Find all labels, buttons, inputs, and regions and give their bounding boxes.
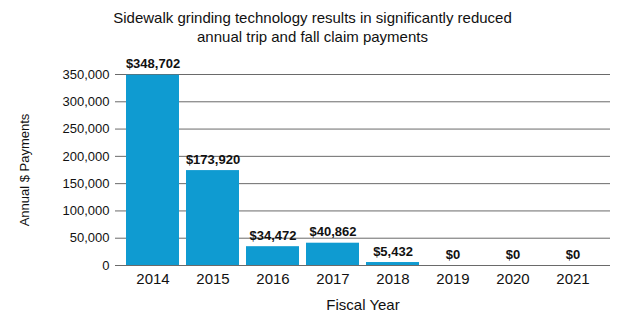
- svg-text:Annual $ Payments: Annual $ Payments: [17, 113, 32, 226]
- svg-text:$0: $0: [566, 247, 580, 262]
- svg-text:2016: 2016: [256, 270, 289, 287]
- svg-text:2014: 2014: [136, 270, 169, 287]
- svg-text:$173,920: $173,920: [186, 152, 240, 167]
- svg-text:$40,862: $40,862: [310, 224, 357, 239]
- svg-text:150,000: 150,000: [63, 176, 110, 191]
- html-text:Sidewalk grinding technology r: Sidewalk grinding technology results in …: [113, 9, 512, 45]
- svg-text:2015: 2015: [196, 270, 229, 287]
- svg-text:$5,432: $5,432: [373, 244, 413, 259]
- svg-text:50,000: 50,000: [70, 230, 110, 245]
- svg-text:$348,702: $348,702: [126, 56, 180, 71]
- svg-text:2021: 2021: [556, 270, 589, 287]
- svg-text:2018: 2018: [376, 270, 409, 287]
- svg-text:250,000: 250,000: [63, 121, 110, 136]
- svg-text:200,000: 200,000: [63, 149, 110, 164]
- svg-text:350,000: 350,000: [63, 67, 110, 82]
- svg-text:300,000: 300,000: [63, 94, 110, 109]
- svg-text:$0: $0: [506, 247, 520, 262]
- svg-text:2017: 2017: [316, 270, 349, 287]
- svg-text:0: 0: [102, 258, 109, 273]
- svg-text:2019: 2019: [436, 270, 469, 287]
- svg-text:$0: $0: [446, 247, 460, 262]
- svg-text:100,000: 100,000: [63, 203, 110, 218]
- svg-text:2020: 2020: [496, 270, 529, 287]
- svg-text:Fiscal Year: Fiscal Year: [326, 296, 399, 313]
- svg-text:$34,472: $34,472: [250, 228, 297, 243]
